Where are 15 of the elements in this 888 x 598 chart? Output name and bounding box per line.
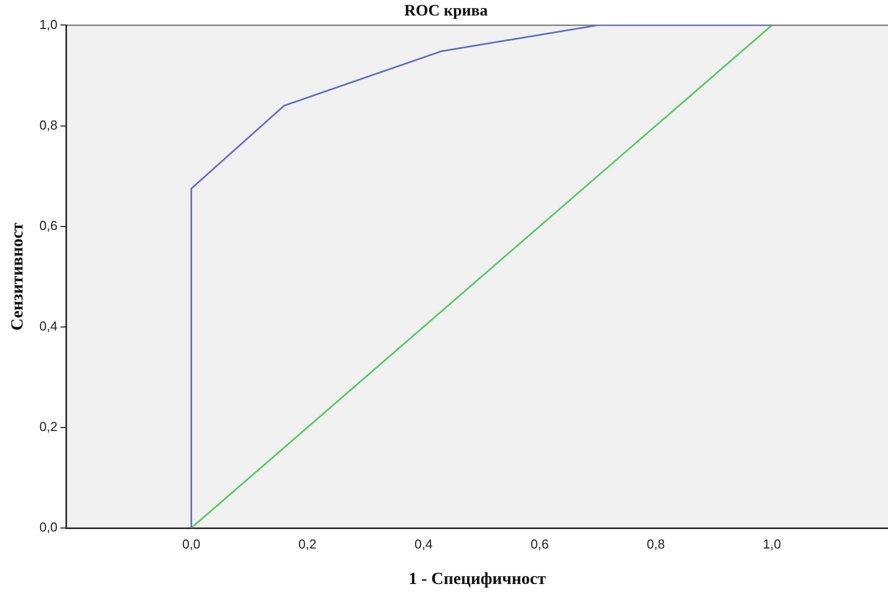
chart-title: ROC крива <box>404 2 488 20</box>
x-axis-title: 1 - Специфичност <box>408 569 546 588</box>
y-tick-label: 1,0 <box>39 16 58 32</box>
x-tick-label: 0,8 <box>646 536 665 552</box>
y-tick-label: 0,2 <box>39 419 58 434</box>
x-tick-label: 0,2 <box>298 536 316 552</box>
y-tick-label: 0,8 <box>39 117 58 132</box>
y-tick-label: 0,0 <box>39 520 58 535</box>
y-axis-title: Сензитивност <box>8 222 27 331</box>
x-tick-label: 0,4 <box>414 536 433 552</box>
x-tick-label: 1,0 <box>762 536 781 552</box>
y-tick-label: 0,4 <box>39 318 58 334</box>
y-tick-label: 0,6 <box>39 218 58 233</box>
x-tick-label: 0,0 <box>182 536 200 552</box>
x-tick-label: 0,6 <box>530 536 549 552</box>
